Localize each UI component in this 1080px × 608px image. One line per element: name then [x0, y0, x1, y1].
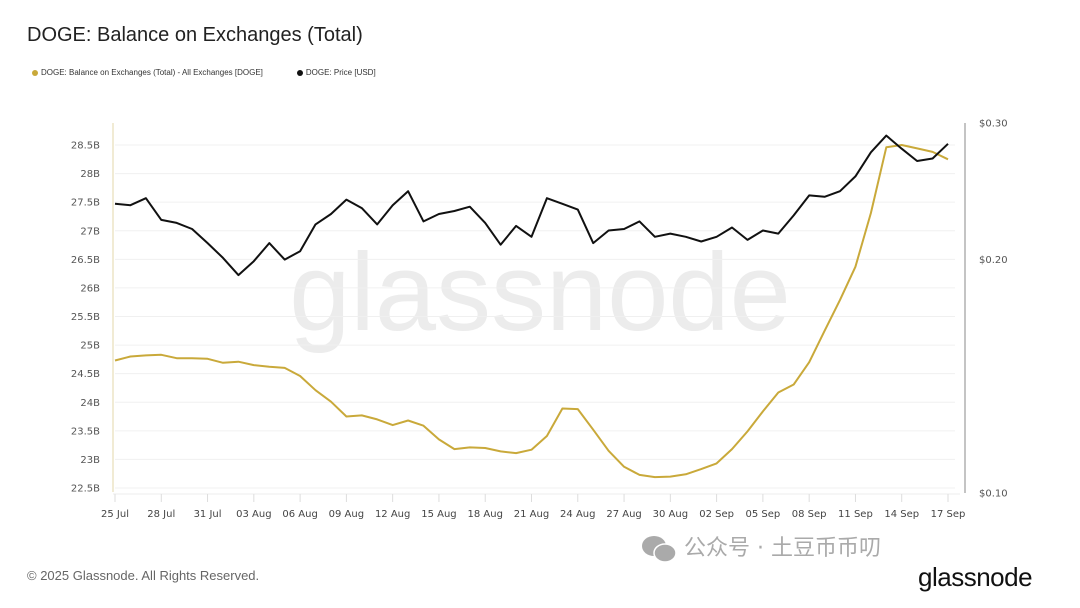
wechat-watermark-text: 公众号 · 土豆币币叨: [684, 536, 881, 561]
y-left-tick-label: 28.5B: [71, 141, 100, 152]
y-left-tick-label: 22.5B: [71, 484, 100, 495]
y-left-tick-label: 26.5B: [71, 255, 100, 266]
y-left-tick-label: 25B: [80, 341, 100, 352]
legend-label-balance: DOGE: Balance on Exchanges (Total) - All…: [41, 68, 263, 77]
wechat-icon: [642, 536, 677, 563]
x-tick-label: 27 Aug: [606, 509, 641, 520]
x-tick-label: 18 Aug: [468, 509, 503, 520]
balance-series-line: [114, 144, 949, 479]
y-right-tick-label: $0.10: [979, 489, 1008, 500]
x-tick-label: 02 Sep: [699, 509, 734, 520]
x-tick-label: 17 Sep: [931, 509, 966, 520]
x-tick-label: 11 Sep: [838, 509, 873, 520]
x-tick-label: 03 Aug: [236, 509, 271, 520]
y-left-tick-label: 24B: [80, 398, 100, 409]
x-tick-label: 28 Jul: [147, 509, 175, 520]
y-left-tick-label: 25.5B: [71, 312, 100, 323]
x-tick-label: 08 Sep: [792, 509, 827, 520]
legend-dot-balance-icon: [32, 69, 38, 76]
brand-logo: glassnode: [918, 562, 1033, 592]
y-left-tick-label: 26B: [80, 283, 100, 294]
y-right-tick-label: $0.30: [979, 119, 1008, 130]
legend-item-balance[interactable]: DOGE: Balance on Exchanges (Total) - All…: [32, 68, 263, 77]
y-left-tick-label: 27B: [80, 226, 100, 237]
chart-title: DOGE: Balance on Exchanges (Total): [27, 24, 363, 46]
legend: DOGE: Balance on Exchanges (Total) - All…: [32, 68, 376, 77]
wechat-watermark: 公众号 · 土豆币币叨: [640, 534, 881, 564]
x-tick-label: 09 Aug: [329, 509, 364, 520]
x-tick-label: 06 Aug: [282, 509, 317, 520]
watermark: glassnode: [289, 231, 791, 354]
x-tick-label: 12 Aug: [375, 509, 410, 520]
x-tick-label: 25 Jul: [101, 509, 129, 520]
x-tick-label: 30 Aug: [653, 509, 688, 520]
x-tick-label: 15 Aug: [421, 509, 456, 520]
x-tick-label: 31 Jul: [194, 509, 222, 520]
x-tick-label: 05 Sep: [746, 509, 781, 520]
y-left-tick-label: 24.5B: [71, 369, 100, 380]
y-left-tick-label: 23.5B: [71, 426, 100, 437]
y-left-tick-label: 28B: [80, 169, 100, 180]
x-tick-label: 24 Aug: [560, 509, 595, 520]
y-right-tick-label: $0.20: [979, 255, 1008, 266]
legend-dot-price-icon: [296, 69, 303, 76]
y-left-tick-label: 27.5B: [71, 198, 100, 209]
copyright: © 2025 Glassnode. All Rights Reserved.: [27, 568, 260, 583]
x-tick-label: 14 Sep: [884, 509, 919, 520]
legend-label-price: DOGE: Price [USD]: [305, 68, 376, 77]
price-series-line: [114, 134, 949, 277]
x-tick-label: 21 Aug: [514, 509, 549, 520]
y-left-tick-label: 23B: [80, 455, 100, 466]
legend-item-price[interactable]: DOGE: Price [USD]: [296, 68, 376, 77]
